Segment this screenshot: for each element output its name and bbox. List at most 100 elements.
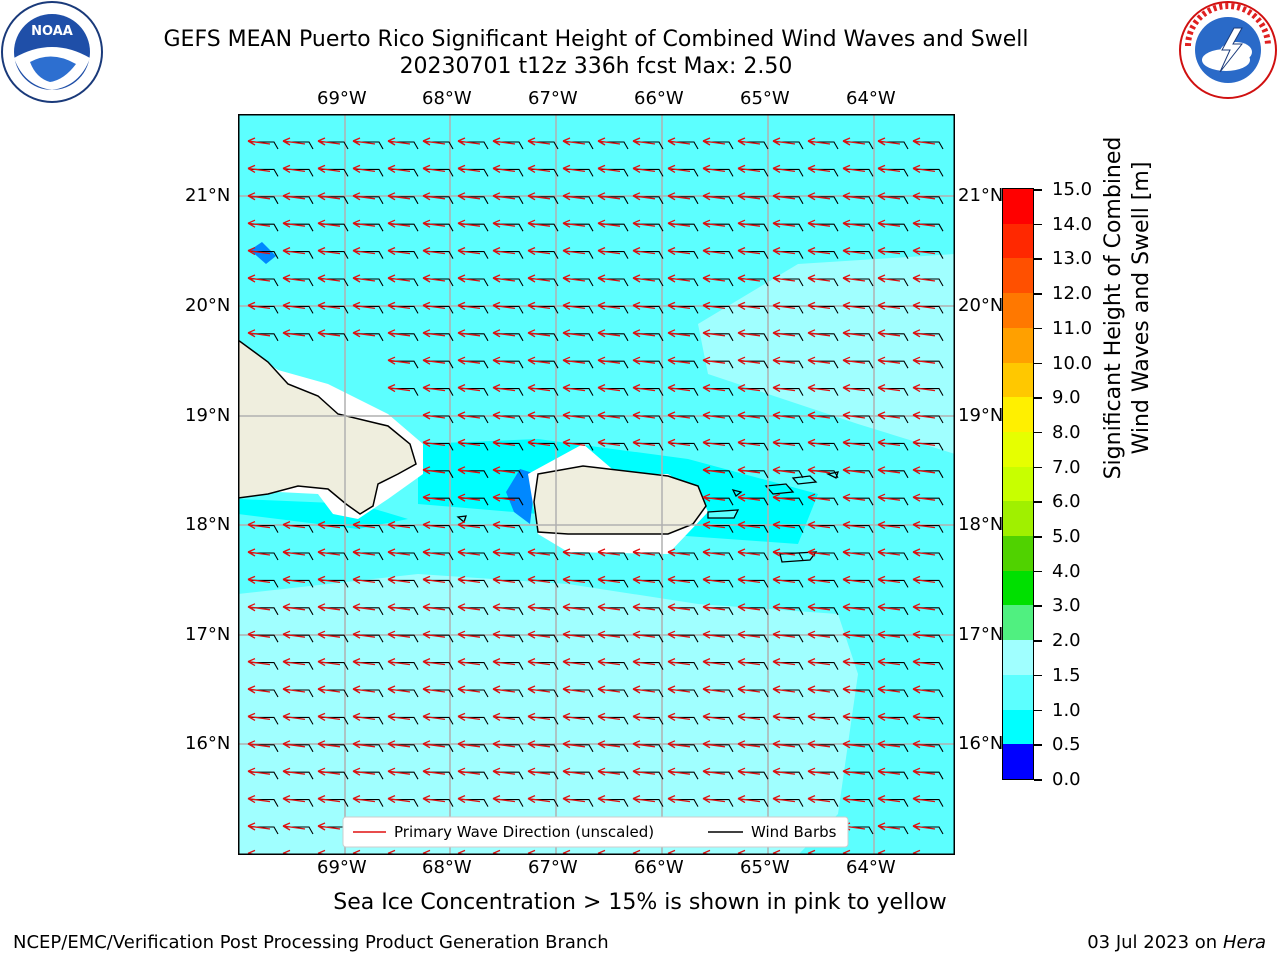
wave-arrow bbox=[912, 438, 936, 447]
wave-arrow bbox=[317, 603, 341, 612]
wave-arrow bbox=[387, 795, 411, 804]
colorbar-tick-label: 9.0 bbox=[1052, 387, 1081, 409]
wave-arrow bbox=[702, 164, 726, 173]
wave-arrow bbox=[877, 219, 901, 228]
wave-arrow bbox=[352, 192, 376, 201]
wave-arrow bbox=[422, 795, 446, 804]
wave-arrow bbox=[772, 575, 796, 584]
wave-arrow bbox=[737, 329, 761, 338]
lon-label-bottom: 69°W bbox=[317, 857, 367, 878]
colorbar-tick-label: 13.0 bbox=[1052, 248, 1093, 270]
wave-arrow bbox=[807, 767, 831, 776]
wave-arrow bbox=[772, 247, 796, 256]
wave-arrow bbox=[912, 329, 936, 338]
wave-arrow bbox=[842, 767, 866, 776]
wave-arrow bbox=[527, 767, 551, 776]
wave-arrow bbox=[352, 548, 376, 557]
wave-arrow bbox=[877, 301, 901, 310]
colorbar-tick-label: 4.0 bbox=[1052, 560, 1081, 582]
wave-arrow bbox=[492, 411, 516, 420]
wave-arrow bbox=[632, 767, 656, 776]
wave-arrow bbox=[632, 685, 656, 694]
wave-arrow bbox=[527, 329, 551, 338]
wave-arrow bbox=[352, 658, 376, 667]
wave-arrow bbox=[492, 740, 516, 749]
wave-arrow bbox=[562, 575, 586, 584]
wave-arrow bbox=[807, 575, 831, 584]
wave-arrow bbox=[772, 384, 796, 393]
wave-arrow bbox=[912, 164, 936, 173]
wave-arrow bbox=[667, 438, 691, 447]
wave-arrow bbox=[352, 795, 376, 804]
wave-arrow bbox=[492, 685, 516, 694]
lon-label-bottom: 67°W bbox=[528, 857, 578, 878]
wave-arrow bbox=[737, 767, 761, 776]
wave-arrow bbox=[597, 438, 621, 447]
wave-arrow bbox=[247, 548, 271, 557]
wave-arrow bbox=[562, 356, 586, 365]
wave-arrow bbox=[597, 247, 621, 256]
wave-arrow bbox=[632, 164, 656, 173]
wave-arrow bbox=[807, 493, 831, 502]
wave-arrow bbox=[632, 548, 656, 557]
wave-arrow bbox=[702, 329, 726, 338]
wave-arrow bbox=[457, 658, 481, 667]
wave-arrow bbox=[737, 438, 761, 447]
wave-arrow bbox=[667, 329, 691, 338]
wave-arrow bbox=[562, 795, 586, 804]
wave-arrow bbox=[282, 712, 306, 721]
wave-arrow bbox=[317, 767, 341, 776]
wave-arrow bbox=[352, 301, 376, 310]
wave-arrow bbox=[597, 767, 621, 776]
wave-arrow bbox=[597, 301, 621, 310]
colorbar-tick-label: 12.0 bbox=[1052, 283, 1093, 305]
colorbar-tick-label: 2.0 bbox=[1052, 630, 1081, 652]
wave-arrow bbox=[317, 219, 341, 228]
legend-barb-label: Wind Barbs bbox=[751, 823, 837, 841]
wave-arrow bbox=[282, 521, 306, 530]
wave-arrow bbox=[597, 630, 621, 639]
wave-arrow bbox=[842, 192, 866, 201]
wave-arrow bbox=[702, 192, 726, 201]
wave-arrow bbox=[422, 521, 446, 530]
wave-arrow bbox=[282, 658, 306, 667]
wave-arrow bbox=[702, 548, 726, 557]
wave-arrow bbox=[457, 438, 481, 447]
colorbar-swatch bbox=[1003, 327, 1033, 363]
wave-arrow bbox=[457, 795, 481, 804]
wave-arrow bbox=[387, 247, 411, 256]
wave-arrow bbox=[912, 411, 936, 420]
wave-arrow bbox=[422, 247, 446, 256]
wave-arrow bbox=[247, 521, 271, 530]
noaa-logo-text: NOAA bbox=[31, 24, 73, 39]
wave-arrow bbox=[807, 247, 831, 256]
wave-arrow bbox=[492, 438, 516, 447]
wave-arrow bbox=[772, 685, 796, 694]
wave-arrow bbox=[877, 384, 901, 393]
wave-arrow bbox=[842, 685, 866, 694]
wave-arrow bbox=[457, 192, 481, 201]
wave-arrow bbox=[912, 740, 936, 749]
wave-arrow bbox=[737, 603, 761, 612]
wave-arrow bbox=[247, 767, 271, 776]
footer-date-text: 03 Jul 2023 on bbox=[1087, 932, 1223, 953]
wave-arrow bbox=[912, 137, 936, 146]
wave-arrow bbox=[877, 685, 901, 694]
wave-arrow bbox=[737, 356, 761, 365]
wave-arrow bbox=[877, 548, 901, 557]
wave-arrow bbox=[842, 630, 866, 639]
wave-direction-arrows bbox=[247, 137, 944, 855]
wave-arrow bbox=[457, 767, 481, 776]
colorbar-tick-mark bbox=[1034, 327, 1042, 330]
wave-arrow bbox=[842, 301, 866, 310]
wave-arrow bbox=[352, 630, 376, 639]
wave-arrow bbox=[422, 658, 446, 667]
wave-arrow bbox=[387, 219, 411, 228]
wave-arrow bbox=[737, 493, 761, 502]
colorbar-swatch bbox=[1003, 466, 1033, 502]
wave-arrow bbox=[457, 630, 481, 639]
wave-arrow bbox=[737, 575, 761, 584]
legend-wave-label: Primary Wave Direction (unscaled) bbox=[394, 823, 654, 841]
wave-arrow bbox=[807, 164, 831, 173]
wave-arrow bbox=[457, 521, 481, 530]
